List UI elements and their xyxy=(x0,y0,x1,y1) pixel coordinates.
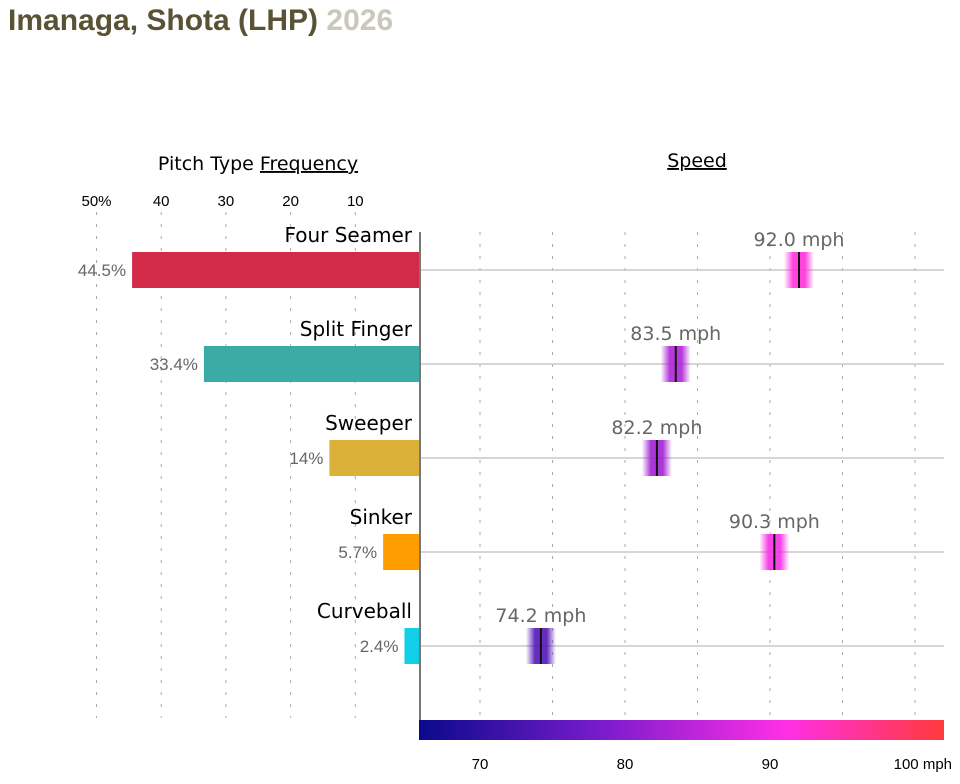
frequency-bar[interactable] xyxy=(132,252,420,288)
frequency-tick-label: 20 xyxy=(282,193,299,210)
frequency-bar[interactable] xyxy=(203,346,420,382)
frequency-value-label: 5.7% xyxy=(338,543,377,562)
frequency-tick-label: 30 xyxy=(218,193,235,210)
speed-value-label: 83.5 mph xyxy=(630,323,721,345)
player-name: Imanaga, Shota (LHP) xyxy=(8,4,319,37)
frequency-value-label: 14% xyxy=(289,449,323,468)
frequency-bar[interactable] xyxy=(383,534,420,570)
speed-value-label: 92.0 mph xyxy=(754,229,845,251)
frequency-bar[interactable] xyxy=(329,440,420,476)
frequency-bar[interactable] xyxy=(404,628,420,664)
speed-tick-label: 80 xyxy=(617,756,634,773)
frequency-link[interactable]: Frequency xyxy=(260,153,358,175)
speed-title[interactable]: Speed xyxy=(667,150,727,172)
speed-color-scale xyxy=(419,720,944,740)
speed-value-label: 90.3 mph xyxy=(729,511,820,533)
frequency-tick-label: 10 xyxy=(347,193,364,210)
season-year: 2026 xyxy=(326,4,394,37)
pitch-type-label: Split Finger xyxy=(300,317,413,341)
pitch-type-label: Sinker xyxy=(350,505,413,529)
frequency-tick-label: 40 xyxy=(153,193,170,210)
pitch-type-label: Four Seamer xyxy=(284,223,412,247)
frequency-value-label: 44.5% xyxy=(78,261,126,280)
speed-value-label: 82.2 mph xyxy=(611,417,702,439)
pitch-type-label: Curveball xyxy=(317,599,412,623)
frequency-value-label: 33.4% xyxy=(150,355,198,374)
speed-tick-label: 90 xyxy=(762,756,779,773)
frequency-value-label: 2.4% xyxy=(360,637,399,656)
speed-value-label: 74.2 mph xyxy=(495,605,586,627)
speed-tick-label: 70 xyxy=(472,756,489,773)
pitch-type-label: Sweeper xyxy=(325,411,413,435)
speed-tick-label: 100 mph xyxy=(894,756,952,773)
frequency-title: Pitch Type Frequency xyxy=(158,153,358,175)
frequency-tick-label: 50% xyxy=(81,193,111,210)
chart-title: Imanaga, Shota (LHP) 2026 xyxy=(8,4,393,38)
